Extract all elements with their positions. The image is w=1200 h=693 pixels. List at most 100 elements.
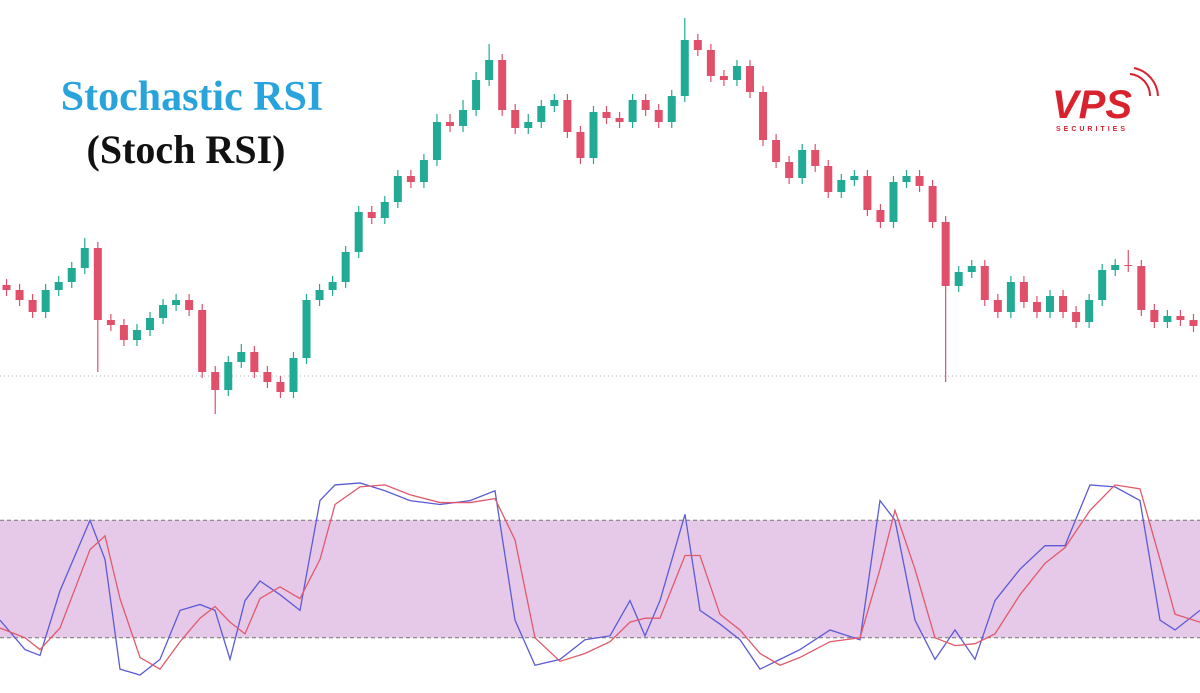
candle-body <box>732 66 741 80</box>
candle-body <box>915 176 924 186</box>
plot <box>0 18 1200 676</box>
candle-body <box>406 176 415 182</box>
candle-body <box>993 300 1002 312</box>
candle-body <box>850 176 859 180</box>
candle-body <box>889 182 898 222</box>
candle-body <box>446 122 454 126</box>
candle-body <box>759 92 768 140</box>
candle-body <box>1111 265 1120 270</box>
candle-body <box>589 112 598 158</box>
candle-body <box>472 80 481 110</box>
candle-body <box>132 330 141 340</box>
candle-body <box>941 222 950 286</box>
candle-body <box>1032 302 1041 312</box>
candle-body <box>172 300 181 305</box>
candle-body <box>354 212 363 252</box>
candle-body <box>654 110 663 122</box>
logo-arc <box>1129 73 1152 97</box>
logo: VPS SECURITIES <box>1052 67 1159 133</box>
candle-body <box>367 212 376 218</box>
candle-body <box>15 290 24 300</box>
chart-title: Stochastic RSI <box>61 74 324 120</box>
candle-body <box>237 352 246 362</box>
candle-body <box>550 100 559 106</box>
candle-body <box>41 290 50 312</box>
candle-body <box>80 248 89 268</box>
logo-tagline: SECURITIES <box>1056 126 1128 133</box>
candle-body <box>785 162 794 178</box>
candle-body <box>667 96 676 122</box>
candle-body <box>615 118 624 122</box>
candle-body <box>693 40 702 50</box>
candle-body <box>224 362 233 390</box>
candle-body <box>328 282 337 290</box>
candle-body <box>576 132 585 158</box>
candle-body <box>419 160 428 182</box>
candle-body <box>146 318 154 330</box>
candle-body <box>276 382 285 392</box>
candle-body <box>928 186 937 222</box>
candle-body <box>1189 320 1198 326</box>
candle-body <box>641 100 650 110</box>
candle-body <box>302 300 311 358</box>
candle-body <box>28 300 37 312</box>
candle-body <box>954 272 963 286</box>
candle-body <box>537 106 546 122</box>
candle-body <box>563 100 572 132</box>
candle-body <box>263 372 272 382</box>
candle-body <box>863 176 872 210</box>
candle-body <box>119 325 128 340</box>
candle-body <box>211 372 220 390</box>
candle-body <box>54 282 63 290</box>
candle-body <box>498 60 507 110</box>
candle-body <box>289 358 298 392</box>
candle-body <box>719 76 728 80</box>
candle-body <box>1072 312 1081 322</box>
candle-body <box>902 176 911 182</box>
candle-body <box>250 352 259 372</box>
candle-body <box>432 122 441 160</box>
candle-body <box>706 50 715 76</box>
candle-body <box>380 202 389 218</box>
candle-body <box>93 248 102 320</box>
candle-body <box>393 176 402 202</box>
candle-body <box>159 305 168 318</box>
candle-body <box>106 320 115 325</box>
candle-body <box>824 166 833 192</box>
candle-body <box>1163 316 1172 322</box>
candle-body <box>315 290 324 300</box>
candle-body <box>524 122 533 128</box>
logo-text: VPS <box>1052 83 1132 127</box>
candle-body <box>1150 310 1159 322</box>
candle-body <box>967 266 976 272</box>
candle-body <box>1098 270 1107 300</box>
candle-body <box>511 110 520 128</box>
candle-body <box>1019 282 1028 302</box>
band <box>0 520 1200 638</box>
candle-body <box>798 150 807 178</box>
candle-body <box>1137 266 1146 310</box>
candle-body <box>198 310 207 372</box>
candle-body <box>185 300 194 310</box>
candle-body <box>1006 282 1015 312</box>
candle-body <box>980 266 989 300</box>
candle-body <box>1176 316 1185 320</box>
candle-body <box>2 285 11 290</box>
line-series <box>0 484 1200 671</box>
candle-body <box>1085 300 1094 322</box>
candle-body <box>1046 296 1054 312</box>
candle-body <box>341 252 350 282</box>
candle-body <box>837 180 846 192</box>
candle-body <box>876 210 885 222</box>
candle-body <box>67 268 76 282</box>
candle-body <box>602 112 611 118</box>
candle-body <box>1059 296 1068 312</box>
candle-body <box>772 140 781 162</box>
candle-body <box>680 40 689 96</box>
logo-arc <box>1133 67 1159 97</box>
candle-body <box>459 110 468 126</box>
candle-body <box>628 100 637 122</box>
candle-body <box>811 150 820 166</box>
candle-body <box>485 60 494 80</box>
